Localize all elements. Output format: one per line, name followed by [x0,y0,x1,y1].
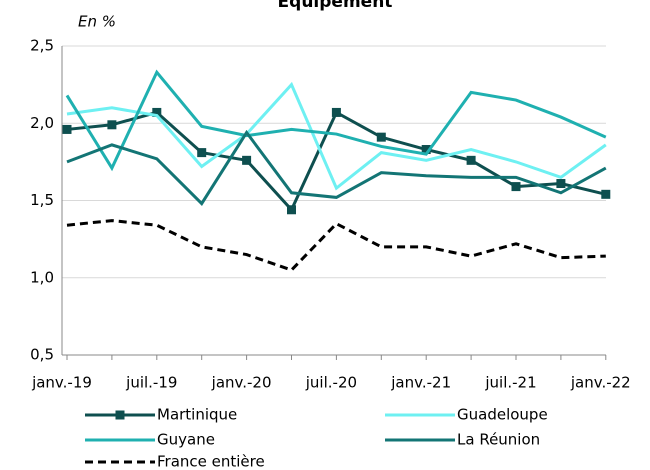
series-line [66,110,607,213]
chart-title: Equipement [278,0,393,12]
series-line [66,81,607,191]
marker [466,155,476,165]
marker [376,132,386,142]
legend-label: France entière [157,453,265,470]
legend-label: La Réunion [457,431,540,449]
marker [556,179,566,189]
marker [511,182,521,192]
marker [601,189,611,199]
x-tick-label: janv.-21 [390,374,451,392]
legend-label: Guyane [157,431,215,449]
marker [421,145,431,155]
x-tick-label: juil.-20 [305,374,357,392]
x-tick-label: juil.-19 [125,374,177,392]
y-axis-label: En % [78,13,116,31]
series-line [66,129,607,206]
marker [287,205,296,215]
marker [197,148,207,158]
series-line [65,69,607,172]
marker [331,107,341,117]
x-tick-label: janv.-20 [211,374,272,392]
legend-marker [115,410,125,420]
y-tick-label: 0,5 [30,346,54,364]
y-tick-label: 2,0 [30,114,54,132]
y-tick-label: 2,5 [30,37,54,55]
y-tick-label: 1,5 [30,191,54,209]
x-tick-label: janv.-22 [570,374,631,392]
marker [152,107,162,117]
x-tick-label: janv.-19 [31,374,92,392]
series-line [66,219,606,272]
x-tick-label: juil.-21 [484,374,536,392]
marker [242,155,252,165]
legend-label: Martinique [157,406,237,424]
marker [107,120,117,130]
y-tick-label: 1,0 [30,268,54,286]
marker [62,124,72,134]
legend-label: Guadeloupe [457,406,548,424]
